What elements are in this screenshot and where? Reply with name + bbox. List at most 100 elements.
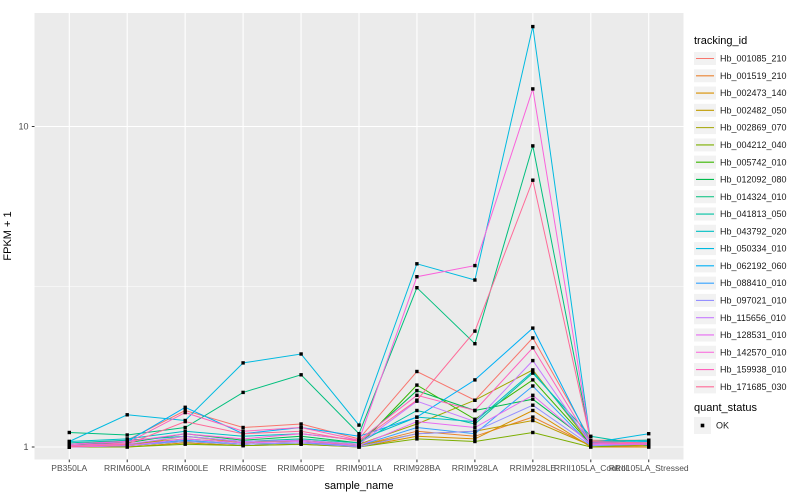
- x-tick-labels: PB350LA RRIM600LA RRIM600LE RRIM600SE RRIM60…: [51, 463, 689, 473]
- data-point: [531, 326, 535, 330]
- legend-label: Hb_142570_010: [720, 347, 787, 357]
- data-point: [241, 441, 245, 445]
- data-points: [67, 24, 651, 449]
- data-point: [531, 358, 535, 363]
- legend-label: Hb_097021_010: [720, 296, 787, 306]
- legend-label: Hb_001085_210: [720, 54, 787, 64]
- data-point: [299, 434, 303, 438]
- legend-label: Hb_002473_140: [720, 88, 787, 98]
- data-point: [647, 432, 651, 436]
- data-point: [357, 432, 361, 436]
- data-point: [299, 439, 303, 444]
- data-point: [299, 429, 303, 433]
- legend-item: Hb_050334_010: [694, 242, 787, 256]
- data-point: [415, 408, 419, 413]
- legend-item: Hb_097021_010: [694, 293, 787, 307]
- data-point: [241, 425, 245, 430]
- data-point: [415, 393, 419, 397]
- legend-label: Hb_014324_010: [720, 192, 787, 202]
- data-point: [473, 342, 477, 346]
- legend-label: Hb_128531_010: [720, 330, 787, 340]
- x-tick-label: RRII105LA_Control: [554, 463, 628, 473]
- data-point: [125, 437, 129, 441]
- legend-item: Hb_001519_210: [694, 69, 787, 83]
- data-point: [299, 422, 303, 426]
- data-point: [125, 413, 129, 417]
- x-tick-label: RRIM928BA: [393, 463, 441, 473]
- legend-item: Hb_001085_210: [694, 52, 787, 65]
- legend-title: quant_status: [694, 402, 757, 414]
- x-tick-label: RRIM928LA: [452, 463, 499, 473]
- x-tick-label: RRIM600SE: [219, 463, 267, 473]
- x-tick-label: PB350LA: [51, 463, 87, 473]
- legend-item: Hb_159938_010: [694, 363, 787, 377]
- data-point: [183, 429, 187, 433]
- legend-item: Hb_115656_010: [694, 311, 786, 325]
- x-tick-label: RRIM600LE: [162, 463, 209, 473]
- data-point: [299, 432, 303, 436]
- legend-item: Hb_088410_010: [694, 276, 787, 290]
- axis-ticks: [31, 126, 650, 463]
- legend-title: tracking_id: [694, 35, 747, 47]
- data-point: [473, 408, 477, 413]
- data-point: [473, 422, 477, 426]
- legend-label: OK: [716, 421, 729, 431]
- data-point: [531, 393, 535, 397]
- data-point: [473, 263, 477, 268]
- data-point: [357, 439, 361, 444]
- y-tick-label: 10: [18, 122, 28, 132]
- data-point: [125, 433, 129, 437]
- data-point: [415, 369, 419, 374]
- data-point: [67, 430, 71, 435]
- legend-item: Hb_002869_070: [694, 121, 787, 135]
- data-point: [473, 329, 477, 333]
- data-point: [531, 415, 535, 419]
- data-point: [473, 419, 477, 424]
- data-point: [473, 398, 477, 402]
- data-point: [415, 275, 419, 279]
- legend-label: Hb_004212_040: [720, 140, 787, 150]
- legend-item: Hb_012092_080: [694, 172, 787, 186]
- data-point: [125, 442, 129, 446]
- y-tick-label: 1: [23, 442, 28, 452]
- legend-item: Hb_004212_040: [694, 138, 787, 152]
- data-point: [531, 87, 535, 91]
- data-point: [183, 442, 187, 446]
- data-point: [183, 408, 187, 413]
- data-point: [473, 432, 477, 436]
- data-point: [67, 445, 71, 449]
- legend-label: Hb_062192_060: [720, 261, 787, 271]
- data-point: [183, 437, 187, 441]
- legend-item: Hb_142570_010: [694, 345, 787, 359]
- data-point: [357, 434, 361, 438]
- legend-label: Hb_002869_070: [720, 123, 787, 133]
- data-point: [531, 384, 535, 388]
- data-point: [241, 361, 245, 365]
- legend-item: Hb_041813_050: [694, 207, 787, 221]
- legend-quant-status: quant_status OK: [694, 402, 757, 434]
- legend-item: Hb_014324_010: [694, 190, 787, 204]
- legend-label: Hb_088410_010: [720, 278, 787, 288]
- data-point: [183, 425, 187, 430]
- data-point: [415, 425, 419, 430]
- legend-label: Hb_159938_010: [720, 365, 787, 375]
- legend-item: Hb_128531_010: [694, 328, 787, 342]
- x-tick-label: RRIM928LE: [510, 463, 557, 473]
- legend-label: Hb_002482_050: [720, 105, 787, 115]
- data-point: [473, 434, 477, 438]
- legend-item: Hb_002473_140: [694, 86, 787, 100]
- data-point: [531, 418, 535, 423]
- data-point: [299, 425, 303, 430]
- legend-label: Hb_012092_080: [720, 175, 787, 185]
- data-point: [241, 432, 245, 436]
- legend-square-swatch-icon: [700, 423, 705, 428]
- data-point: [473, 437, 477, 441]
- data-point: [415, 415, 419, 419]
- data-point: [531, 430, 535, 435]
- data-point: [473, 425, 477, 430]
- data-point: [415, 429, 419, 433]
- data-point: [357, 443, 361, 448]
- data-point: [415, 388, 419, 393]
